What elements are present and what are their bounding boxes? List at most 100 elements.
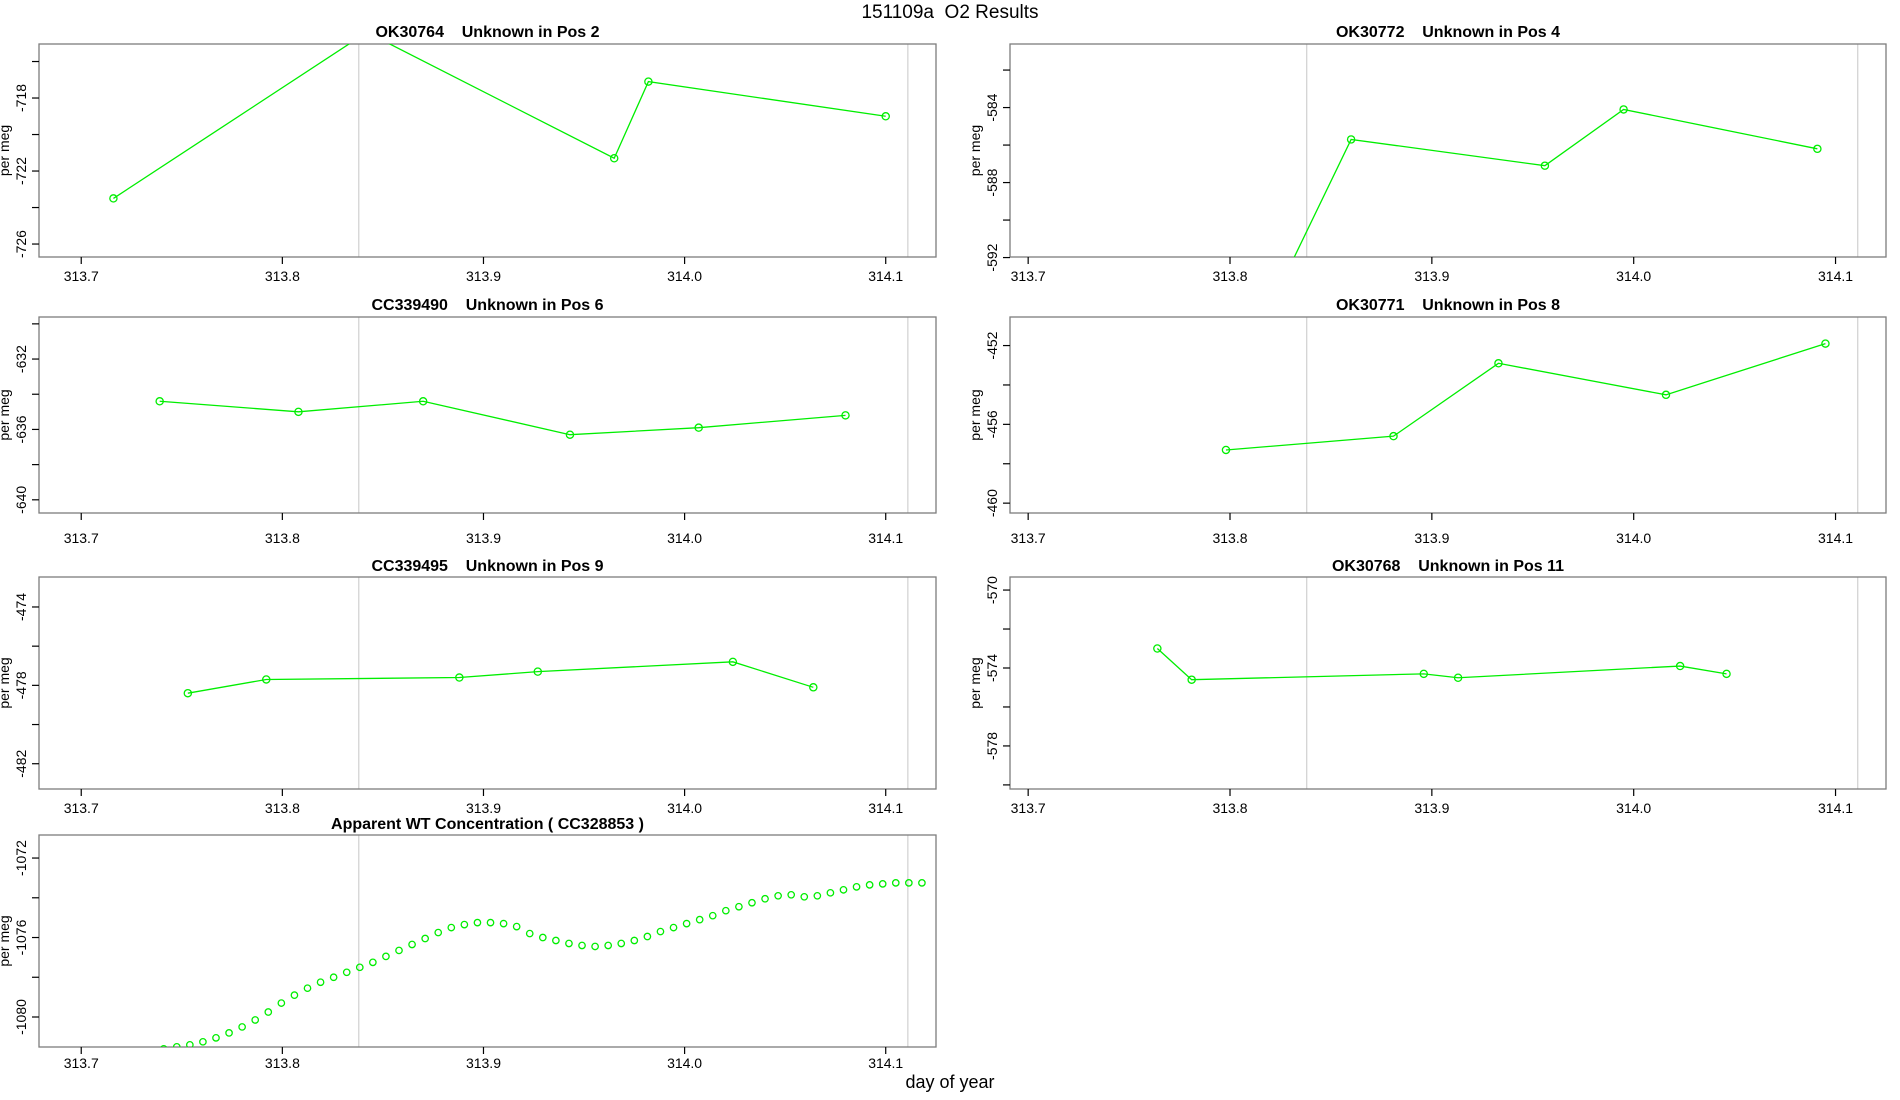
data-point-marker [735, 902, 743, 911]
y-tick-label: -1072 [13, 840, 29, 876]
data-point-marker [617, 939, 626, 948]
data-point-marker [552, 936, 560, 945]
series-line [187, 661, 814, 694]
chart-7: 313.7 313.8 313.9 314.0 314.1 -1072 -1076 -1080… [0, 816, 937, 1071]
x-tick-label: 313.8 [265, 800, 300, 816]
data-point-marker [708, 911, 717, 920]
data-point-marker [277, 999, 286, 1007]
y-tick-label: -632 [13, 345, 29, 373]
x-tick-label: 313.9 [466, 268, 501, 284]
data-point-marker [225, 1029, 233, 1037]
data-point-marker [109, 194, 118, 203]
data-point-marker [1813, 144, 1822, 154]
y-tick-label: -460 [984, 489, 1000, 517]
x-axis-title: day of year [905, 1072, 995, 1092]
data-point-marker [878, 880, 887, 888]
chart-4: 313.7 313.8 313.9 314.0 314.1 -452 -456 -460 per… [967, 297, 1887, 546]
data-point-marker [251, 1016, 260, 1024]
x-tick-label: 313.9 [466, 530, 501, 546]
x-tick-label: 313.7 [1011, 800, 1046, 816]
x-tick-label: 314.0 [667, 800, 702, 816]
x-tick-label: 313.7 [64, 268, 99, 284]
data-point-marker [316, 978, 325, 987]
data-point-marker [434, 928, 443, 937]
y-tick-label: -584 [984, 93, 1000, 121]
data-point-marker [1675, 661, 1685, 671]
y-tick-label: -588 [984, 168, 1000, 196]
data-point-marker [644, 77, 653, 86]
x-tick-label: 314.0 [667, 1055, 702, 1071]
series-group [160, 879, 926, 1047]
data-point-marker [486, 918, 495, 927]
series-group [109, 29, 890, 203]
x-tick-label: 314.0 [1616, 530, 1651, 546]
x-tick-label: 313.7 [64, 800, 99, 816]
y-axis-label: per meg [967, 389, 983, 440]
data-point-marker [329, 973, 338, 982]
x-tick-label: 313.8 [265, 530, 300, 546]
data-point-marker [1153, 644, 1162, 653]
data-point-marker [1346, 135, 1356, 144]
data-point-marker [369, 958, 377, 967]
chart-2: 313.7 313.8 313.9 314.0 314.1 -584 -588 -592 per… [967, 24, 1887, 284]
data-point-marker [199, 1037, 207, 1046]
x-tick-label: 313.7 [1011, 530, 1046, 546]
x-tick-label: 313.9 [466, 800, 501, 816]
data-point-marker [155, 397, 164, 406]
data-point-marker [355, 963, 364, 972]
data-point-marker [694, 423, 703, 432]
data-point-marker [473, 918, 482, 927]
data-point-marker [761, 894, 769, 903]
data-point-marker [185, 1040, 194, 1047]
data-point-marker [841, 411, 850, 420]
series-group [1153, 644, 1731, 684]
data-point-marker [748, 898, 756, 907]
data-point-marker [421, 934, 430, 943]
series-line [113, 44, 886, 199]
series-line [159, 400, 846, 436]
data-point-marker [604, 941, 613, 950]
x-tick-label: 314.0 [1616, 800, 1651, 816]
chart-title: CC339495 Unknown in Pos 9 [371, 558, 603, 575]
series-group [183, 657, 818, 698]
data-point-marker [183, 688, 193, 698]
data-point-marker [1187, 675, 1196, 684]
data-point-marker [800, 892, 809, 901]
chart-5: 313.7 313.8 313.9 314.0 314.1 -474 -478 -482 per… [0, 558, 937, 816]
data-point-marker [1821, 339, 1830, 348]
data-point-marker [1389, 431, 1398, 441]
plot-box [38, 316, 937, 514]
data-point-marker [512, 922, 521, 931]
plot-box [38, 576, 937, 790]
data-point-marker [212, 1034, 220, 1042]
data-point-marker [813, 891, 822, 900]
y-tick-label: -1080 [13, 999, 29, 1035]
data-point-marker [669, 923, 678, 932]
data-point-marker [682, 919, 691, 928]
y-tick-label: -570 [984, 576, 1000, 604]
x-tick-label: 313.9 [466, 1055, 501, 1071]
data-point-marker [591, 942, 599, 951]
data-point-marker [918, 879, 926, 887]
x-tick-label: 314.1 [868, 268, 903, 284]
data-point-marker [525, 929, 534, 938]
data-point-marker [363, 29, 370, 36]
data-point-marker [1722, 669, 1731, 679]
x-tick-label: 314.0 [667, 530, 702, 546]
data-point-marker [865, 881, 874, 889]
y-tick-label: -726 [13, 230, 29, 258]
data-point-marker [290, 991, 299, 999]
plot-box [38, 834, 937, 1048]
data-point-marker [809, 683, 818, 692]
data-point-marker [303, 984, 312, 993]
data-point-marker [1453, 673, 1463, 682]
data-point-marker [565, 939, 573, 948]
x-tick-label: 313.8 [1212, 800, 1247, 816]
data-point-marker [839, 885, 848, 894]
y-axis-label: per meg [967, 125, 983, 176]
y-axis-label: per meg [0, 125, 12, 176]
x-tick-label: 313.7 [64, 1055, 99, 1071]
data-point-marker [656, 927, 665, 936]
data-point-marker [395, 946, 403, 955]
data-point-marker [728, 657, 738, 667]
